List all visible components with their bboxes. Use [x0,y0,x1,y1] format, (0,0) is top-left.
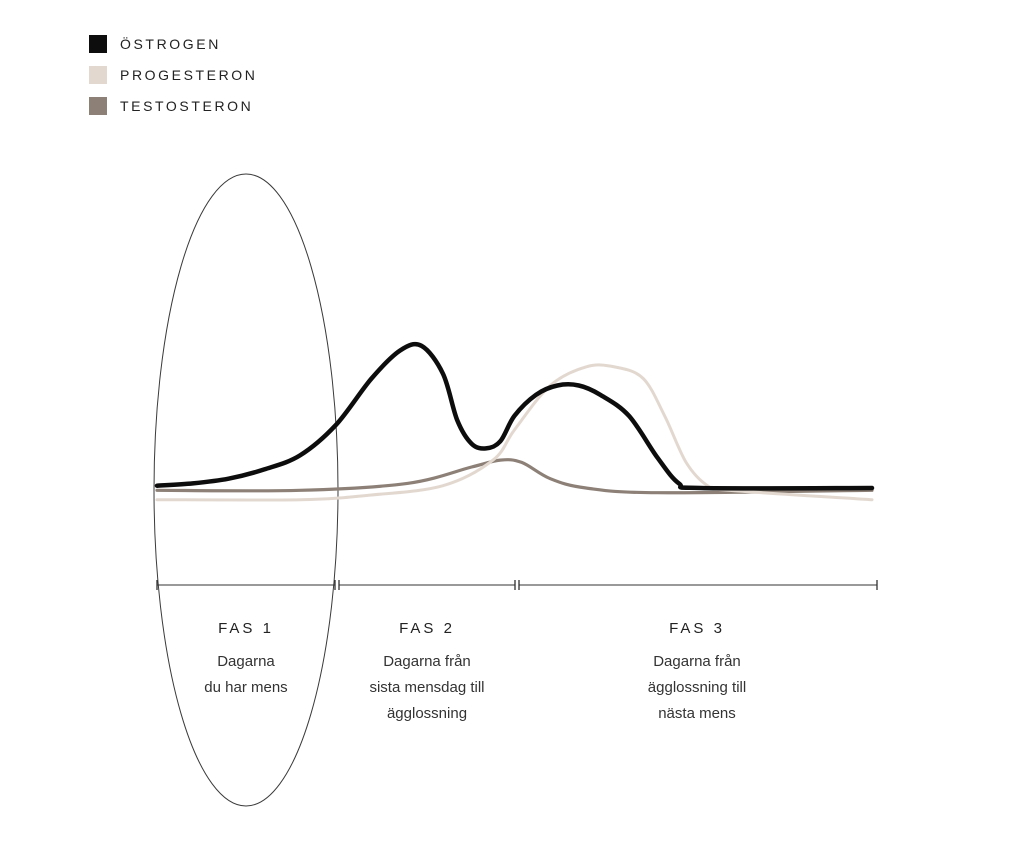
phase-title-fas-3: FAS 3 [669,620,725,637]
legend-swatch-ostrogen [89,35,107,53]
legend-label-ostrogen: ÖSTROGEN [120,35,221,52]
series-line-ostrogen [154,341,875,491]
phase-description-fas-2-line-2: sista mensdag till [369,679,484,696]
phase-title-fas-1: FAS 1 [218,620,274,637]
phase-labels: FAS 1 Dagarna du har mens FAS 2 Dagarna från… [204,620,746,722]
phase-description-fas-2-line-3: ägglossning [387,705,467,722]
phase-description-fas-1-line-2: du har mens [204,679,287,696]
phase-description-fas-3-line-2: ägglossning till [648,679,746,696]
series-line-testosteron [155,458,874,495]
phase-description-fas-2-line-1: Dagarna från [383,653,471,670]
legend-swatch-testosteron [89,97,107,115]
legend-label-progesteron: PROGESTERON [120,67,258,83]
phase-description-fas-3-line-3: nästa mens [658,705,736,722]
phase-title-fas-2: FAS 2 [399,620,455,637]
legend-swatch-progesteron [89,66,107,84]
phase-description-fas-3-line-1: Dagarna från [653,653,741,670]
legend-label-testosteron: TESTOSTERON [120,98,253,114]
phase-description-fas-1-line-1: Dagarna [217,653,275,670]
phase-timeline [156,580,878,590]
series-line-progesteron [155,363,874,502]
legend: ÖSTROGEN PROGESTERON TESTOSTERON [89,35,258,115]
series-layer [154,341,875,502]
